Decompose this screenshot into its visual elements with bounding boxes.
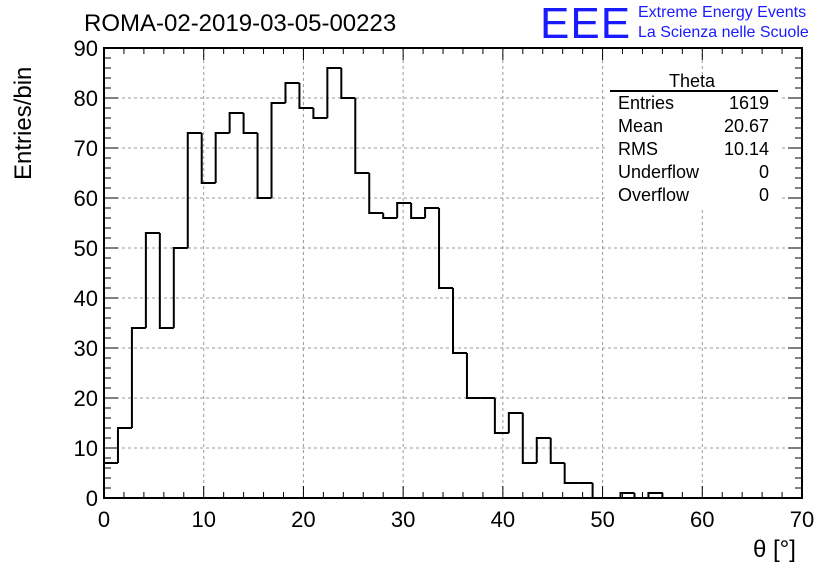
x-tick-label: 50	[590, 507, 614, 532]
histogram-bin	[228, 112, 244, 133]
histogram-bin	[214, 132, 230, 183]
stats-label: Overflow	[618, 185, 690, 205]
histogram-bin	[521, 413, 537, 464]
logo-line-1: Extreme Energy Events	[638, 4, 807, 21]
stats-label: Underflow	[618, 162, 700, 182]
histogram-bin	[452, 288, 467, 354]
stats-label: RMS	[618, 139, 658, 159]
plot-frame	[103, 47, 803, 499]
chart-title: ROMA-02-2019-03-05-00223	[84, 10, 397, 37]
x-tick-label: 10	[191, 507, 215, 532]
histogram-bin	[382, 213, 398, 219]
histogram-bin	[535, 437, 551, 463]
histogram-bin	[549, 438, 565, 464]
stats-value: 20.67	[724, 116, 769, 136]
histogram-bin	[354, 98, 370, 174]
y-tick-label: 20	[74, 386, 98, 411]
histogram-bin	[410, 203, 426, 219]
histogram-bin	[116, 427, 132, 463]
histogram-bin	[591, 483, 607, 499]
histogram-bin	[312, 108, 328, 119]
x-tick-label: 40	[491, 507, 515, 532]
x-axis-label: θ [°]	[753, 536, 796, 563]
histogram-bin	[563, 463, 579, 484]
y-tick-label: 50	[74, 236, 98, 261]
histogram-bin	[340, 68, 356, 99]
histogram-bin	[438, 208, 453, 289]
eee-logo: EEE	[540, 0, 632, 48]
y-tick-label: 60	[74, 186, 98, 211]
y-tick-label: 70	[74, 136, 98, 161]
histogram-bin	[242, 113, 258, 134]
stats-value: 1619	[729, 93, 769, 113]
histogram-bin	[326, 67, 342, 118]
x-tick-label: 70	[790, 507, 814, 532]
stats-label: Mean	[618, 116, 663, 136]
y-tick-label: 0	[86, 486, 98, 511]
histogram-bin	[465, 353, 481, 399]
histogram-bin	[647, 492, 663, 498]
logo-line-2: La Scienza nelle Scuole	[638, 24, 809, 41]
y-tick-label: 80	[74, 86, 98, 111]
histogram-bin	[130, 327, 146, 428]
histogram-bin	[144, 232, 160, 328]
histogram-bin	[368, 173, 384, 214]
histogram-bin	[424, 207, 440, 218]
y-axis-label: Entries/bin	[10, 66, 37, 180]
x-tick-label: 30	[391, 507, 415, 532]
stats-box	[608, 74, 780, 208]
histogram-bin	[158, 233, 174, 329]
x-tick-label: 0	[98, 507, 110, 532]
histogram-bin	[256, 133, 272, 199]
y-tick-label: 40	[74, 286, 98, 311]
stats-label: Entries	[618, 93, 674, 113]
stats-value: 0	[759, 162, 769, 182]
stats-value: 10.14	[724, 139, 769, 159]
y-tick-label: 10	[74, 436, 98, 461]
histogram-bin	[172, 247, 188, 328]
histogram-bin	[396, 202, 412, 218]
y-tick-label: 30	[74, 336, 98, 361]
x-tick-label: 60	[690, 507, 714, 532]
histogram-bin	[298, 83, 314, 109]
histogram-bin	[619, 492, 635, 498]
histogram-bin	[284, 82, 300, 103]
histogram-bin	[270, 102, 286, 198]
stats-title: Theta	[669, 71, 716, 91]
y-tick-label: 90	[74, 36, 98, 61]
stats-value: 0	[759, 185, 769, 205]
histogram-bin	[493, 398, 509, 434]
x-tick-label: 20	[291, 507, 315, 532]
histogram-bin	[186, 132, 202, 248]
histogram-bin	[507, 412, 523, 433]
histogram-bin	[200, 133, 216, 184]
